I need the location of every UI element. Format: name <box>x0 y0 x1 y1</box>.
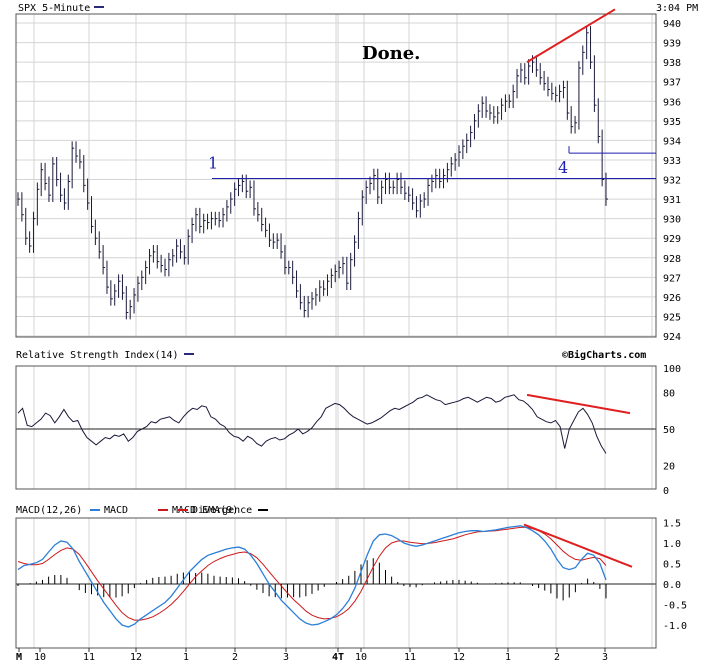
x-tick-label: 4T <box>332 652 344 663</box>
macd-trend-line <box>523 523 633 568</box>
x-tick-label: M <box>16 652 22 663</box>
wave-label-1: 1 <box>208 154 218 173</box>
price-y-tick: 929 <box>663 234 681 245</box>
macd-panel-frame <box>15 517 657 649</box>
ema-legend-label: MACD EMA(9) <box>172 505 238 516</box>
rsi-y-tick: 20 <box>663 462 675 473</box>
macd-y-tick: -1.0 <box>663 621 687 632</box>
x-tick-label: 10 <box>34 652 46 663</box>
macd-y-tick: 0.0 <box>663 580 681 591</box>
price-y-tick: 932 <box>663 176 681 187</box>
divergence-legend-label: Divergence <box>192 505 252 516</box>
rsi-line <box>17 394 607 454</box>
price-y-tick: 939 <box>663 39 681 50</box>
x-tick-label: 2 <box>232 652 238 663</box>
rsi-y-tick: 0 <box>663 486 669 497</box>
price-panel-title: SPX 5-Minute <box>18 3 90 14</box>
macd-y-tick: 1.5 <box>663 519 681 530</box>
macd-y-axis: 1.5 1.0 0.5 0.0 -0.5 -1.0 <box>663 519 687 633</box>
macd-line <box>17 525 607 628</box>
x-tick-label: 11 <box>83 652 95 663</box>
price-y-tick: 930 <box>663 215 681 226</box>
price-y-tick: 924 <box>663 332 681 343</box>
price-series <box>17 25 608 320</box>
x-axis: M 10 11 12 1 2 3 4T 10 11 12 1 2 3 <box>16 648 608 663</box>
x-tick-label: 2 <box>554 652 560 663</box>
rsi-y-tick: 50 <box>663 425 675 436</box>
x-tick-label: 3 <box>283 652 289 663</box>
macd-y-tick: 1.0 <box>663 539 681 550</box>
macd-y-tick: 0.5 <box>663 560 681 571</box>
price-y-tick: 935 <box>663 117 681 128</box>
rsi-series <box>17 393 631 454</box>
done-annotation: Done. <box>362 43 420 64</box>
macd-series <box>17 523 633 628</box>
macd-panel-title: MACD(12,26) <box>16 505 82 516</box>
x-tick-label: 12 <box>130 652 142 663</box>
x-tick-label: 11 <box>404 652 416 663</box>
price-y-tick: 936 <box>663 97 681 108</box>
price-y-tick: 928 <box>663 254 681 265</box>
price-y-tick: 925 <box>663 312 681 323</box>
price-y-tick: 933 <box>663 156 681 167</box>
x-tick-label: 1 <box>183 652 189 663</box>
price-y-axis: 924 925 926 927 928 929 930 931 932 933 934 935 936 9… <box>663 19 681 343</box>
price-grid <box>16 14 656 337</box>
rsi-panel-frame <box>15 365 657 490</box>
price-y-tick: 934 <box>663 136 681 147</box>
bigcharts-credit: ©BigCharts.com <box>562 349 646 361</box>
x-tick-label: 10 <box>355 652 367 663</box>
rsi-grid <box>16 366 656 489</box>
rsi-y-tick: 100 <box>663 364 681 375</box>
x-tick-label: 1 <box>505 652 511 663</box>
price-y-tick: 926 <box>663 293 681 304</box>
macd-legend-label: MACD <box>104 505 128 516</box>
macd-y-tick: -0.5 <box>663 601 687 612</box>
x-tick-label: 12 <box>453 652 465 663</box>
price-y-tick: 938 <box>663 58 681 69</box>
price-trend-line <box>526 8 616 63</box>
rsi-y-axis: 0 20 50 80 100 <box>663 364 681 497</box>
rsi-trend-line <box>526 393 631 415</box>
price-y-tick: 940 <box>663 19 681 30</box>
rsi-panel-title: Relative Strength Index(14) <box>16 350 179 361</box>
price-panel-frame <box>15 13 657 338</box>
x-tick-label: 3 <box>602 652 608 663</box>
price-y-tick: 927 <box>663 273 681 284</box>
price-y-tick: 937 <box>663 78 681 89</box>
price-y-tick: 931 <box>663 195 681 206</box>
time-label: 3:04 PM <box>656 3 698 14</box>
rsi-y-tick: 80 <box>663 388 675 399</box>
macd-ema-line <box>17 526 607 621</box>
wave-label-4: 4 <box>558 158 568 177</box>
